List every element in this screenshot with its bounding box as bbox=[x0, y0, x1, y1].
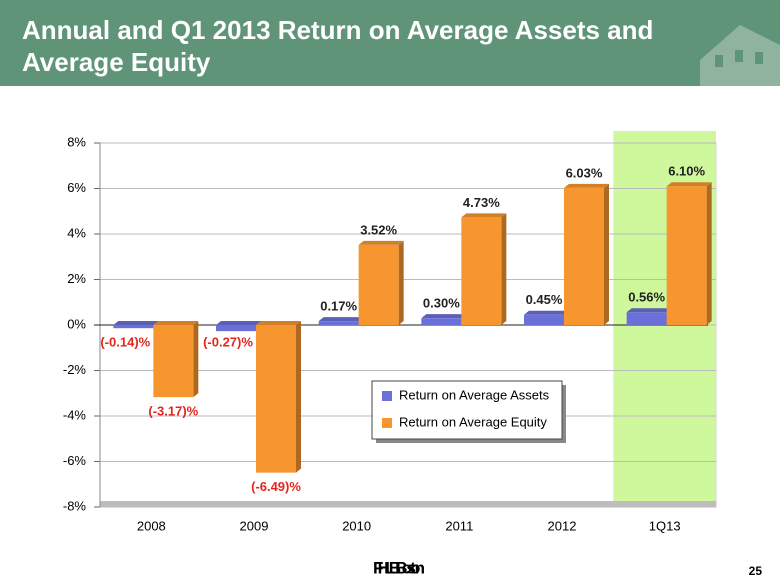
bar bbox=[153, 325, 194, 398]
data-label: 0.30% bbox=[423, 296, 460, 311]
bar-top bbox=[626, 308, 672, 313]
footer-logo: FHLBBoston bbox=[373, 558, 425, 577]
data-label: 0.45% bbox=[526, 292, 563, 307]
bar-side bbox=[706, 182, 712, 325]
legend-label: Return on Average Assets bbox=[399, 387, 550, 402]
bar bbox=[216, 325, 256, 332]
bar-top bbox=[216, 321, 261, 325]
bar bbox=[318, 321, 359, 325]
bar bbox=[113, 325, 154, 329]
bar-side bbox=[501, 213, 507, 325]
bar bbox=[666, 186, 707, 325]
y-tick-label: 6% bbox=[67, 180, 86, 195]
bar-side bbox=[296, 321, 301, 473]
bar-side bbox=[398, 240, 404, 325]
building-icon bbox=[700, 25, 780, 86]
x-tick-label: 2011 bbox=[445, 518, 473, 533]
bar bbox=[564, 187, 604, 325]
legend-swatch bbox=[382, 391, 392, 401]
x-tick-label: 2009 bbox=[240, 518, 269, 533]
x-tick-label: 1Q13 bbox=[649, 518, 681, 533]
bar bbox=[524, 314, 564, 325]
y-tick-label: -6% bbox=[63, 453, 87, 468]
data-label: (-0.27)% bbox=[203, 334, 253, 349]
data-label: (-6.49)% bbox=[251, 479, 301, 494]
y-tick-label: -2% bbox=[63, 362, 87, 377]
y-tick-label: 4% bbox=[67, 225, 86, 240]
bar bbox=[256, 325, 296, 473]
data-label: 4.73% bbox=[463, 195, 500, 210]
bar-top bbox=[666, 182, 712, 187]
y-tick-label: -8% bbox=[63, 498, 87, 513]
y-tick-label: -4% bbox=[63, 407, 87, 422]
bar-top bbox=[358, 240, 404, 245]
bar-top bbox=[113, 321, 159, 325]
bar bbox=[358, 244, 399, 325]
data-label: 3.52% bbox=[360, 222, 397, 237]
header-band bbox=[0, 0, 780, 86]
bar bbox=[421, 318, 462, 325]
data-label: (-3.17)% bbox=[148, 404, 198, 419]
bar-side bbox=[604, 183, 609, 325]
bar bbox=[461, 217, 502, 325]
bar-top bbox=[153, 321, 199, 325]
x-tick-label: 2008 bbox=[137, 518, 166, 533]
y-tick-label: 2% bbox=[67, 271, 86, 286]
bar bbox=[626, 312, 667, 325]
slide-title: Annual and Q1 2013 Return on Average Ass… bbox=[22, 15, 654, 77]
y-tick-label: 8% bbox=[67, 134, 86, 149]
legend-label: Return on Average Equity bbox=[399, 414, 547, 429]
bar-top bbox=[256, 321, 301, 325]
data-label: 6.10% bbox=[668, 164, 705, 179]
x-tick-label: 2012 bbox=[548, 518, 577, 533]
bar-top bbox=[564, 183, 609, 188]
data-label: 0.56% bbox=[628, 290, 665, 305]
legend bbox=[371, 380, 563, 440]
bar-top bbox=[524, 310, 569, 315]
bar-top bbox=[461, 213, 507, 218]
bar-side bbox=[193, 321, 199, 398]
data-label: (-0.14)% bbox=[100, 334, 150, 349]
x-tick-label: 2010 bbox=[342, 518, 371, 533]
floor bbox=[100, 501, 716, 507]
bar-top bbox=[421, 314, 467, 319]
page-number: 25 bbox=[749, 564, 763, 578]
legend-swatch bbox=[382, 418, 392, 428]
data-label: 0.17% bbox=[320, 299, 357, 314]
bar-top bbox=[318, 317, 364, 322]
y-tick-label: 0% bbox=[67, 316, 86, 331]
data-label: 6.03% bbox=[566, 165, 603, 180]
